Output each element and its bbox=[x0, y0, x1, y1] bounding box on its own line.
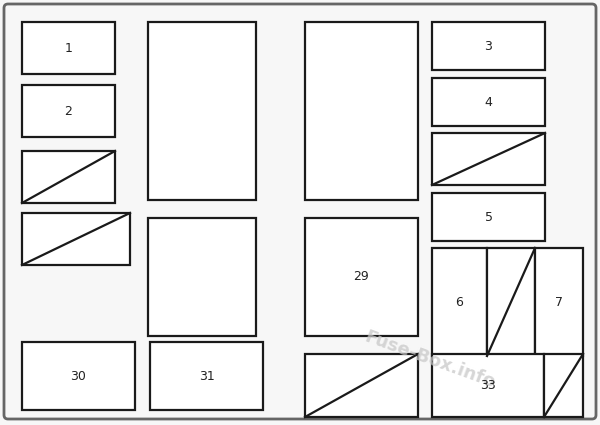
Text: 3: 3 bbox=[485, 40, 493, 53]
Text: 7: 7 bbox=[555, 295, 563, 309]
Text: 30: 30 bbox=[71, 369, 86, 382]
Bar bbox=[22, 151, 115, 203]
Bar bbox=[305, 22, 418, 200]
Text: 29: 29 bbox=[353, 270, 370, 283]
Text: 6: 6 bbox=[455, 295, 463, 309]
Text: 1: 1 bbox=[65, 42, 73, 54]
Bar bbox=[22, 85, 115, 137]
Bar bbox=[535, 248, 583, 356]
Bar bbox=[432, 193, 545, 241]
Bar bbox=[487, 248, 535, 356]
Text: Fuse-Box.info: Fuse-Box.info bbox=[362, 328, 498, 392]
Text: 2: 2 bbox=[65, 105, 73, 117]
Bar bbox=[305, 354, 418, 417]
Bar bbox=[150, 342, 263, 410]
Text: 5: 5 bbox=[485, 210, 493, 224]
Bar bbox=[148, 22, 256, 200]
FancyBboxPatch shape bbox=[4, 4, 596, 419]
Bar bbox=[432, 78, 545, 126]
Bar bbox=[22, 342, 135, 410]
Bar bbox=[22, 213, 130, 265]
Text: 4: 4 bbox=[485, 96, 493, 108]
Bar bbox=[305, 218, 418, 336]
Bar bbox=[432, 354, 544, 417]
Text: 33: 33 bbox=[480, 379, 496, 392]
Bar bbox=[432, 133, 545, 185]
Text: 31: 31 bbox=[199, 369, 214, 382]
Bar bbox=[432, 248, 487, 356]
Bar bbox=[22, 22, 115, 74]
Bar bbox=[544, 354, 583, 417]
Bar bbox=[148, 218, 256, 336]
Bar bbox=[432, 22, 545, 70]
